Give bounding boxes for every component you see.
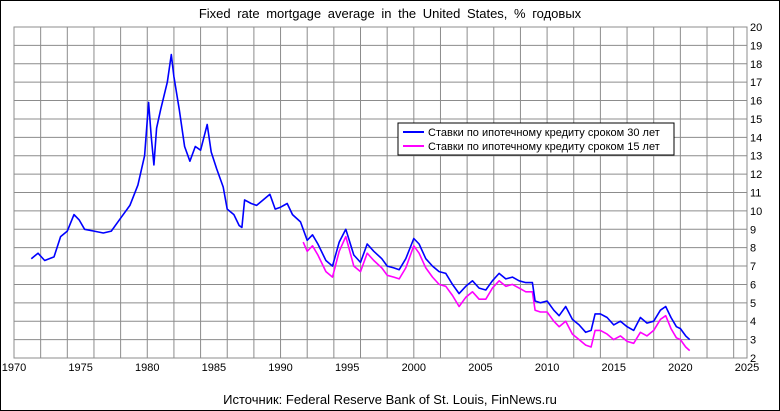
y-tick-label: 7: [750, 261, 756, 273]
x-tick-label: 1995: [335, 362, 359, 374]
y-tick-label: 3: [750, 335, 756, 347]
x-tick-label: 2000: [402, 362, 426, 374]
legend-label: Ставки по ипотечному кредиту сроком 15 л…: [428, 141, 660, 153]
x-tick-label: 1980: [135, 362, 159, 374]
x-tick-label: 1985: [202, 362, 226, 374]
y-tick-label: 13: [750, 151, 762, 163]
y-tick-label: 17: [750, 77, 762, 89]
y-tick-label: 9: [750, 224, 756, 236]
y-tick-label: 14: [750, 132, 762, 144]
y-tick-label: 4: [750, 316, 756, 328]
series-line-15y: [302, 235, 691, 352]
series-line-30y: [30, 53, 691, 341]
y-tick-label: 6: [750, 279, 756, 291]
y-tick-label: 5: [750, 298, 756, 310]
x-tick-label: 2020: [668, 362, 692, 374]
x-tick-label: 1975: [68, 362, 92, 374]
legend: Ставки по ипотечному кредиту сроком 30 л…: [397, 122, 675, 156]
series-layer: [30, 53, 691, 352]
y-tick-label: 18: [750, 59, 762, 71]
x-tick-label: 2010: [535, 362, 559, 374]
chart-source: Источник: Federal Reserve Bank of St. Lo…: [223, 392, 557, 407]
tick-layer: 1970 1975 1980 1985 1990 1995 2000 2005 2010 2015…: [2, 22, 762, 374]
y-tick-label: 20: [750, 22, 762, 34]
y-tick-label: 19: [750, 40, 762, 52]
x-tick-label: 2025: [735, 362, 759, 374]
legend-box: [397, 122, 675, 156]
legend-label: Ставки по ипотечному кредиту сроком 30 л…: [428, 127, 660, 139]
y-tick-label: 2: [750, 353, 756, 365]
y-tick-label: 12: [750, 169, 762, 181]
y-tick-label: 15: [750, 114, 762, 126]
y-tick-label: 10: [750, 206, 762, 218]
y-tick-label: 16: [750, 96, 762, 108]
x-tick-label: 2005: [468, 362, 492, 374]
x-tick-label: 2015: [601, 362, 625, 374]
y-tick-label: 11: [750, 188, 761, 200]
y-tick-label: 8: [750, 243, 756, 255]
plot-border: [13, 26, 748, 359]
x-tick-label: 1990: [268, 362, 292, 374]
chart-title: Fixed rate mortgage average in the Unite…: [198, 6, 582, 21]
x-tick-label: 1970: [2, 362, 26, 374]
grid-layer: [13, 26, 748, 359]
